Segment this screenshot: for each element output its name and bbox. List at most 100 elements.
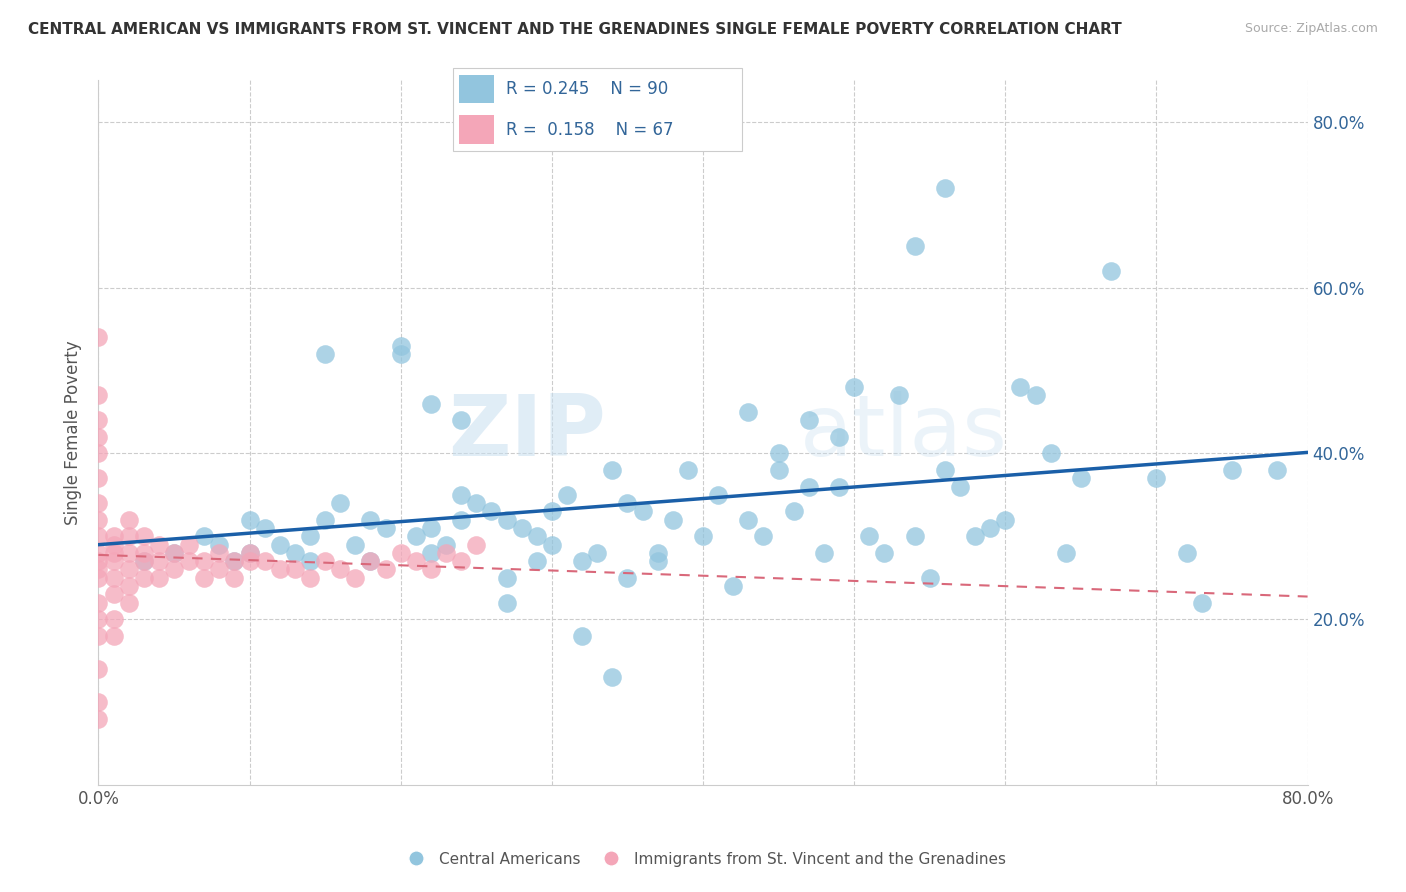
Point [752, 529, 775, 543]
Point [344, 537, 367, 551]
Point [540, 504, 562, 518]
Point [193, 554, 215, 568]
Point [918, 571, 941, 585]
Point [465, 496, 488, 510]
Point [420, 546, 443, 560]
Point [314, 513, 336, 527]
Point [239, 546, 262, 560]
Point [360, 554, 382, 568]
Point [434, 546, 457, 560]
Point [118, 562, 141, 576]
Point [828, 430, 851, 444]
Text: R = 0.245    N = 90: R = 0.245 N = 90 [506, 80, 668, 98]
Text: R =  0.158    N = 67: R = 0.158 N = 67 [506, 120, 673, 138]
Point [269, 537, 291, 551]
Point [949, 479, 972, 493]
Point [692, 529, 714, 543]
Point [269, 562, 291, 576]
Point [571, 629, 593, 643]
Point [299, 529, 322, 543]
Bar [458, 75, 495, 103]
Point [118, 529, 141, 543]
Legend: Central Americans, Immigrants from St. Vincent and the Grenadines: Central Americans, Immigrants from St. V… [394, 846, 1012, 872]
Bar [458, 115, 495, 144]
Point [87, 388, 110, 402]
Point [405, 529, 427, 543]
Point [510, 521, 533, 535]
Point [540, 537, 562, 551]
Point [1054, 546, 1077, 560]
Point [208, 546, 231, 560]
Y-axis label: Single Female Poverty: Single Female Poverty [65, 341, 83, 524]
Point [450, 554, 472, 568]
Point [1267, 463, 1289, 477]
Point [1010, 380, 1032, 394]
Point [360, 513, 382, 527]
Point [103, 612, 125, 626]
Point [103, 629, 125, 643]
Point [87, 430, 110, 444]
Point [994, 513, 1017, 527]
Point [965, 529, 987, 543]
Point [118, 579, 141, 593]
Point [783, 504, 806, 518]
Point [434, 537, 457, 551]
Point [737, 513, 759, 527]
Point [87, 471, 110, 485]
Point [374, 562, 396, 576]
Point [889, 388, 911, 402]
Point [329, 562, 352, 576]
Point [132, 554, 155, 568]
Point [813, 546, 835, 560]
Point [103, 537, 125, 551]
Point [797, 479, 820, 493]
Point [344, 571, 367, 585]
Point [87, 571, 110, 585]
Point [1220, 463, 1243, 477]
Point [253, 521, 276, 535]
Point [934, 463, 956, 477]
Point [602, 463, 624, 477]
Point [87, 629, 110, 643]
Point [647, 554, 669, 568]
Point [87, 662, 110, 676]
Point [797, 413, 820, 427]
Point [420, 521, 443, 535]
Point [87, 496, 110, 510]
Point [465, 537, 488, 551]
Point [132, 529, 155, 543]
Point [87, 554, 110, 568]
Point [602, 670, 624, 684]
Point [707, 488, 730, 502]
Point [420, 396, 443, 410]
Point [87, 513, 110, 527]
Point [360, 554, 382, 568]
Point [103, 587, 125, 601]
Point [495, 596, 517, 610]
Point [526, 554, 548, 568]
Point [904, 529, 927, 543]
Point [586, 546, 609, 560]
Point [768, 446, 790, 460]
Point [676, 463, 699, 477]
Text: Source: ZipAtlas.com: Source: ZipAtlas.com [1244, 22, 1378, 36]
Point [87, 695, 110, 709]
Point [87, 546, 110, 560]
Point [179, 554, 201, 568]
Point [224, 571, 246, 585]
Point [87, 529, 110, 543]
Point [148, 554, 170, 568]
Point [239, 513, 262, 527]
Point [103, 529, 125, 543]
Point [253, 554, 276, 568]
Point [389, 546, 412, 560]
Point [495, 571, 517, 585]
Point [87, 596, 110, 610]
Point [844, 380, 866, 394]
Point [450, 488, 472, 502]
Point [904, 239, 927, 253]
Point [979, 521, 1001, 535]
Point [389, 338, 412, 352]
Point [299, 554, 322, 568]
Point [1070, 471, 1092, 485]
